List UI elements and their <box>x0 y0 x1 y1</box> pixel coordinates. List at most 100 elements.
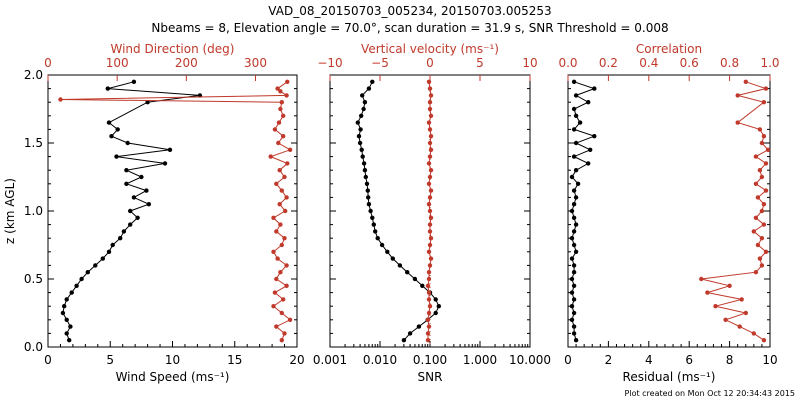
data-point <box>375 236 380 241</box>
data-point <box>426 202 432 207</box>
data-point <box>575 181 581 186</box>
x-tick-label: 10.000 <box>509 353 551 367</box>
data-point <box>755 242 761 248</box>
data-point <box>420 283 425 288</box>
top-tick-label: −10 <box>317 56 342 70</box>
data-point <box>427 127 433 132</box>
data-point <box>573 222 579 227</box>
data-point <box>285 79 290 85</box>
x-axis-label: Residual (ms⁻¹) <box>623 370 716 384</box>
data-point <box>713 304 718 309</box>
data-point <box>282 174 287 180</box>
data-point <box>64 317 69 322</box>
data-point <box>753 215 759 220</box>
data-point <box>124 168 129 173</box>
data-point <box>753 270 759 275</box>
data-point <box>425 338 431 343</box>
data-point <box>275 256 280 261</box>
data-point <box>373 229 378 234</box>
data-point <box>426 249 432 254</box>
top-tick-label: −5 <box>371 56 389 70</box>
data-point <box>64 331 69 336</box>
data-point <box>278 270 283 275</box>
y-axis-label: z (km AGL) <box>3 178 17 244</box>
data-point <box>569 276 575 282</box>
data-point <box>385 249 390 254</box>
data-point <box>114 154 119 159</box>
top-tick-label: 0.2 <box>599 56 618 70</box>
data-point <box>573 113 579 119</box>
data-point <box>287 147 293 152</box>
data-point <box>281 134 286 139</box>
data-point <box>278 222 283 227</box>
data-point <box>763 249 769 254</box>
data-point <box>743 79 748 85</box>
data-point <box>274 324 279 329</box>
y-tick-label: 1.0 <box>24 204 43 218</box>
x-tick-label: 0.100 <box>413 353 447 367</box>
data-point <box>436 304 441 309</box>
data-point <box>735 120 740 125</box>
data-point <box>363 174 368 180</box>
data-point <box>79 276 84 282</box>
series-line-correlation <box>701 81 769 341</box>
data-point <box>571 283 577 288</box>
data-point <box>356 134 362 139</box>
data-point <box>272 127 278 132</box>
data-point <box>571 263 577 268</box>
top-tick-label: 10 <box>522 56 537 70</box>
panel-snr: 0.001 0.010 0.100 1.000 10.000 SNR −10 −5 0 5 10 Ve… <box>313 42 551 384</box>
data-point <box>573 195 579 200</box>
data-point <box>569 304 575 309</box>
data-point <box>427 174 433 180</box>
data-point <box>433 310 438 316</box>
data-point <box>571 127 577 132</box>
data-point <box>573 249 579 254</box>
data-point <box>571 202 577 207</box>
data-point <box>426 276 432 282</box>
x-tick-label: 0.001 <box>313 353 347 367</box>
data-point <box>360 93 365 98</box>
data-point <box>60 310 66 316</box>
data-point <box>705 290 710 295</box>
data-point <box>426 181 432 186</box>
data-point <box>115 127 120 132</box>
data-point <box>379 242 385 248</box>
x-tick-label: 6 <box>685 353 693 367</box>
data-point <box>368 208 373 214</box>
data-point <box>274 181 279 186</box>
data-point <box>268 154 273 159</box>
data-point <box>727 283 732 288</box>
data-point <box>358 127 363 132</box>
x-tick-label: 0 <box>564 353 572 367</box>
data-point <box>271 249 276 254</box>
data-point <box>271 304 276 309</box>
data-point <box>569 317 575 322</box>
data-point <box>743 310 748 316</box>
x-tick-label: 5 <box>106 353 114 367</box>
series-line-residual <box>571 81 596 341</box>
figure-subtitle: Nbeams = 8, Elevation angle = 70.0°, sca… <box>151 21 668 35</box>
data-point <box>365 188 370 193</box>
data-point <box>428 147 434 152</box>
data-point <box>427 208 433 214</box>
data-point <box>427 100 433 105</box>
data-point <box>271 215 276 220</box>
data-point <box>571 188 577 193</box>
data-point <box>106 249 112 254</box>
data-point <box>586 161 591 166</box>
data-point <box>64 297 69 302</box>
data-point <box>573 93 579 98</box>
data-point <box>427 263 433 268</box>
data-point <box>571 310 577 316</box>
x-tick-label: 1.000 <box>463 353 497 367</box>
y-tick-label: 2.0 <box>24 68 43 82</box>
top-tick-label: 100 <box>106 56 129 70</box>
series-line-wind-direction <box>60 81 292 341</box>
plot-frame <box>567 74 771 348</box>
data-point <box>428 236 434 241</box>
y-tick-label: 1.5 <box>24 136 43 150</box>
data-point <box>755 195 761 200</box>
data-point <box>569 208 575 214</box>
